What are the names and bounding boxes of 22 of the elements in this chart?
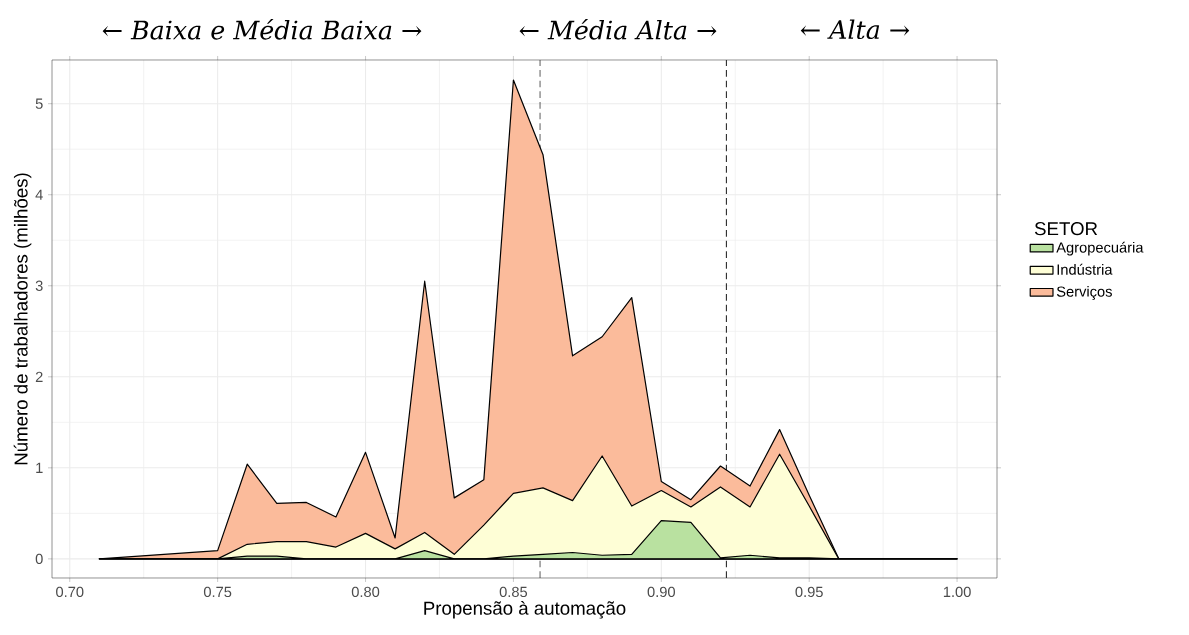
y-axis-title: Número de trabalhadores (milhões) — [13, 173, 32, 465]
legend-label: Indústria — [1057, 263, 1113, 275]
y-tick-label: 1 — [36, 462, 43, 473]
legend-label: Agropecuária — [1056, 241, 1144, 256]
legend-label: Serviços — [1056, 285, 1112, 300]
y-tick-label: 3 — [35, 280, 43, 291]
y-tick-label: 0 — [35, 553, 43, 565]
text: ← Baixa e Média Baixa → — [102, 19, 422, 40]
y-tick-label: 5 — [35, 98, 43, 109]
text: ← Alta → — [800, 19, 910, 40]
text: ← Média Alta → — [519, 19, 717, 40]
x-tick-label: 1.00 — [943, 586, 971, 598]
x-axis-title: Propensão à automação — [424, 600, 626, 619]
legend-title: SETOR — [1034, 222, 1098, 236]
x-tick-label: 0.80 — [351, 586, 380, 598]
x-tick-label: 0.75 — [203, 586, 232, 598]
x-tick-label: 0.90 — [647, 586, 675, 598]
x-tick-label: 0.95 — [795, 586, 823, 598]
x-tick-label: 0.85 — [499, 586, 528, 598]
x-tick-label: 0.70 — [56, 586, 84, 598]
y-tick-label: 2 — [35, 371, 43, 382]
y-tick-label: 4 — [35, 189, 43, 200]
